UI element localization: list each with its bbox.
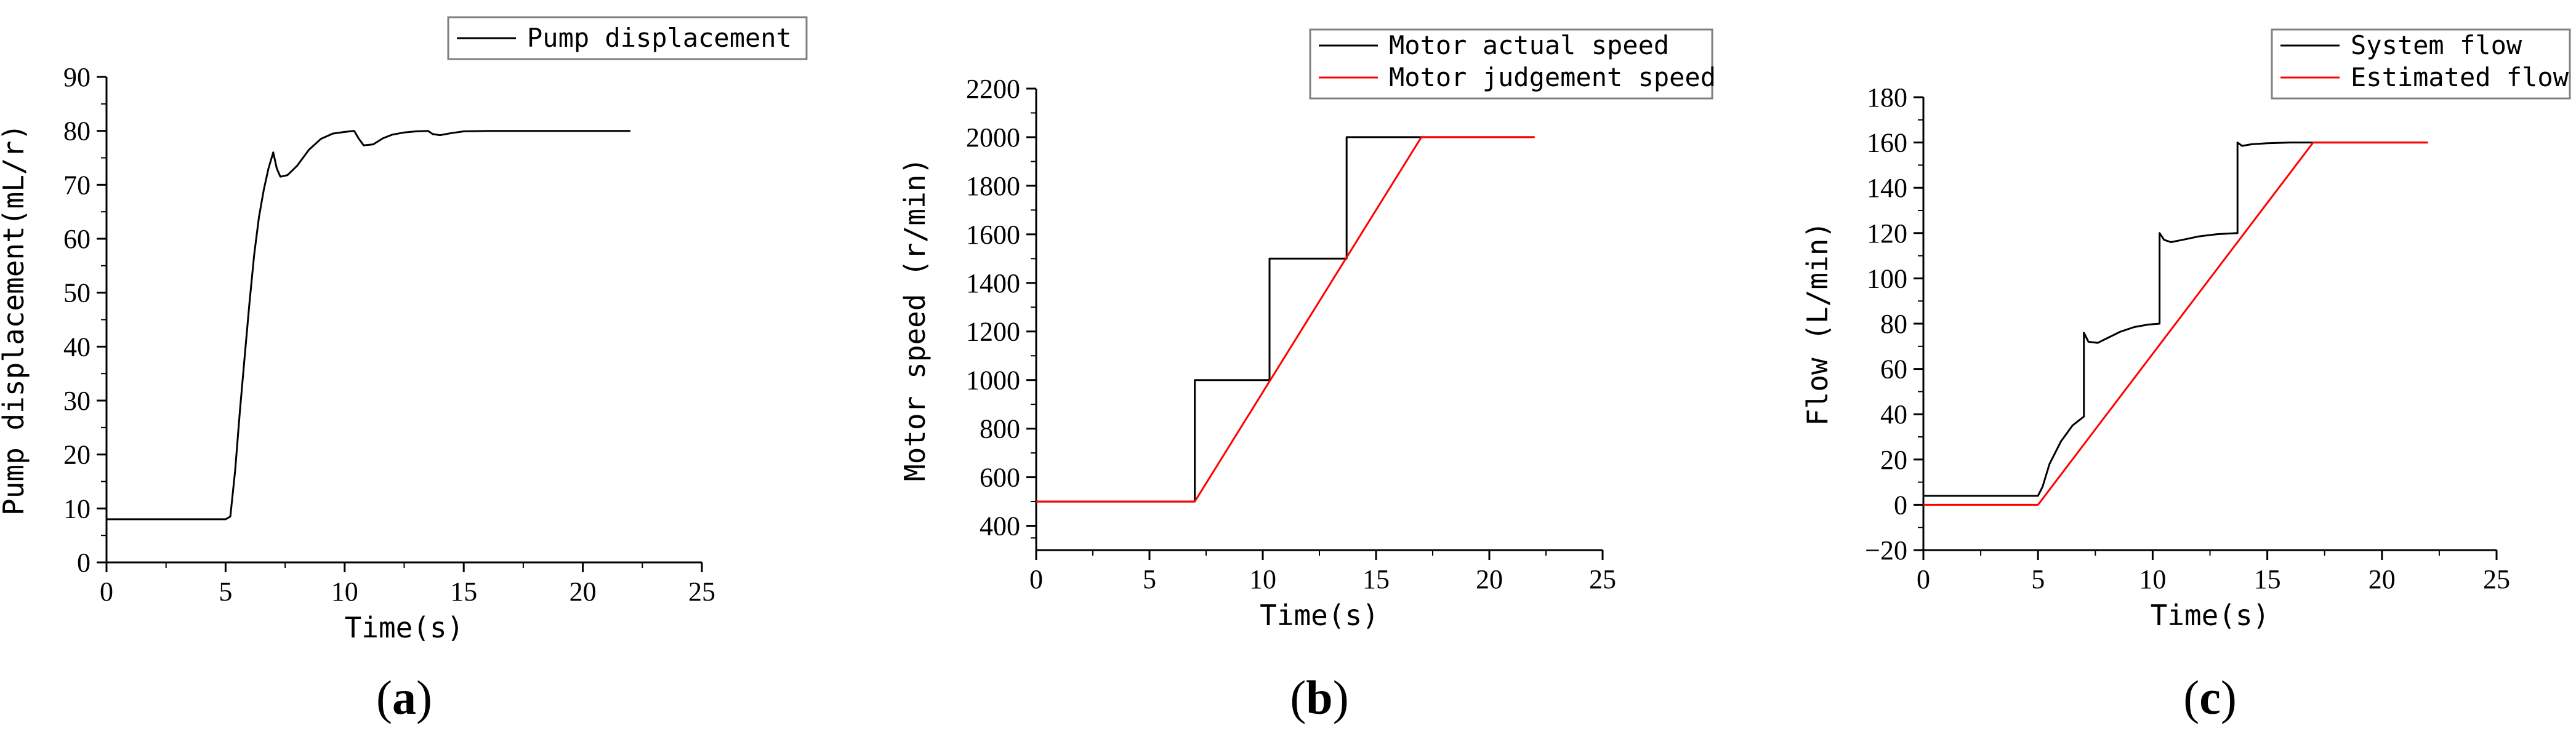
y-tick-label: 1000 <box>966 366 1020 396</box>
y-tick-label: 40 <box>63 332 91 362</box>
x-tick-label: 25 <box>2483 564 2510 594</box>
y-tick-label: 1600 <box>966 220 1020 250</box>
y-tick-label: 20 <box>1880 445 1907 475</box>
x-axis-title: Time(s) <box>345 611 464 644</box>
y-tick-label: 1800 <box>966 171 1020 201</box>
x-tick-label: 15 <box>1362 564 1390 594</box>
y-axis-title: Flow (L/min) <box>1801 222 1834 426</box>
panel-label-letter: b <box>1306 671 1332 724</box>
panel-label-letter: c <box>2199 671 2221 724</box>
panel-label-open: ( <box>1290 671 1306 724</box>
y-tick-label: 1200 <box>966 317 1020 347</box>
y-tick-label: 180 <box>1867 82 1907 113</box>
legend-label-1: Pump displacement <box>527 23 792 53</box>
legend-label-2: Motor judgement speed <box>1389 62 1716 92</box>
y-tick-label: 120 <box>1867 218 1907 249</box>
x-tick-label: 15 <box>450 577 477 607</box>
x-tick-label: 25 <box>1589 564 1616 594</box>
y-tick-label: 60 <box>63 224 91 254</box>
y-tick-label: 80 <box>1880 309 1907 339</box>
y-axis-title: Pump displacement(mL/r) <box>0 124 30 516</box>
series-line-1 <box>107 130 630 521</box>
y-tick-label: 400 <box>980 511 1020 541</box>
y-tick-label: 2000 <box>966 122 1020 153</box>
panel-label: (a) <box>376 671 432 724</box>
y-tick-label: 40 <box>1880 399 1907 429</box>
y-tick-label: 100 <box>1867 263 1907 294</box>
x-tick-label: 5 <box>1143 564 1156 594</box>
y-tick-label: 160 <box>1867 128 1907 158</box>
x-tick-label: 0 <box>1917 564 1930 594</box>
legend-label-1: System flow <box>2351 30 2522 60</box>
x-tick-label: 5 <box>2031 564 2045 594</box>
chart-b: 0 5 10 15 20 25 400 600 800 1000 1200 1400 1600 1800 2… <box>898 28 1716 724</box>
x-tick-label: 15 <box>2254 564 2281 594</box>
panel-label-close: ) <box>416 671 432 724</box>
series-line-1 <box>1923 142 2428 497</box>
series-line-2 <box>1036 136 1535 503</box>
y-tick-label: 60 <box>1880 354 1907 385</box>
panel-label: (c) <box>2183 671 2237 724</box>
y-tick-label: 50 <box>63 278 91 308</box>
x-axis-title: Time(s) <box>2151 599 2270 632</box>
series-line-2 <box>1923 142 2428 506</box>
x-tick-label: 20 <box>570 577 597 607</box>
panel-label-close: ) <box>1333 671 1349 724</box>
x-tick-label: 0 <box>100 577 113 607</box>
panel-label-open: ( <box>376 671 392 724</box>
y-tick-label: 30 <box>63 386 91 416</box>
y-axis-title: Motor speed (r/min) <box>898 158 932 481</box>
legend-box <box>1309 28 1713 100</box>
y-tick-label: 10 <box>63 493 91 524</box>
y-tick-label: 80 <box>63 116 91 146</box>
y-tick-label: 0 <box>1894 490 1907 520</box>
panel-label-open: ( <box>2183 671 2199 724</box>
chart-c: 0 5 10 15 20 25 −20 0 20 40 60 80 100 120 140 160 180 Tim… <box>1801 28 2571 724</box>
y-tick-label: 2200 <box>966 74 1020 104</box>
x-tick-label: 10 <box>1249 564 1276 594</box>
y-tick-label: 800 <box>980 414 1020 444</box>
x-tick-label: 20 <box>1476 564 1503 594</box>
y-tick-label: 90 <box>63 62 91 92</box>
x-axis-title: Time(s) <box>1260 599 1379 632</box>
x-tick-label: 10 <box>331 577 358 607</box>
legend-label-1: Motor actual speed <box>1389 30 1669 60</box>
y-tick-label: 20 <box>63 440 91 470</box>
panel-label-letter: a <box>392 671 416 724</box>
y-tick-label: −20 <box>1865 535 1907 565</box>
series-line-1 <box>1036 136 1535 503</box>
legend-label-2: Estimated flow <box>2351 62 2569 92</box>
panel-label-close: ) <box>2221 671 2237 724</box>
x-tick-label: 5 <box>219 577 232 607</box>
y-tick-label: 1400 <box>966 268 1020 298</box>
x-tick-label: 0 <box>1029 564 1043 594</box>
y-tick-label: 70 <box>63 170 91 200</box>
legend-box <box>2271 28 2571 100</box>
y-tick-label: 600 <box>980 463 1020 493</box>
y-tick-label: 140 <box>1867 173 1907 203</box>
chart-a: 0 5 10 15 20 25 0 10 20 30 40 50 60 70 80 90 Time(s) Pump… <box>0 16 808 724</box>
panel-label: (b) <box>1290 671 1348 724</box>
x-tick-label: 25 <box>688 577 715 607</box>
x-tick-label: 10 <box>2139 564 2166 594</box>
x-tick-label: 20 <box>2369 564 2396 594</box>
y-tick-label: 0 <box>77 548 91 578</box>
